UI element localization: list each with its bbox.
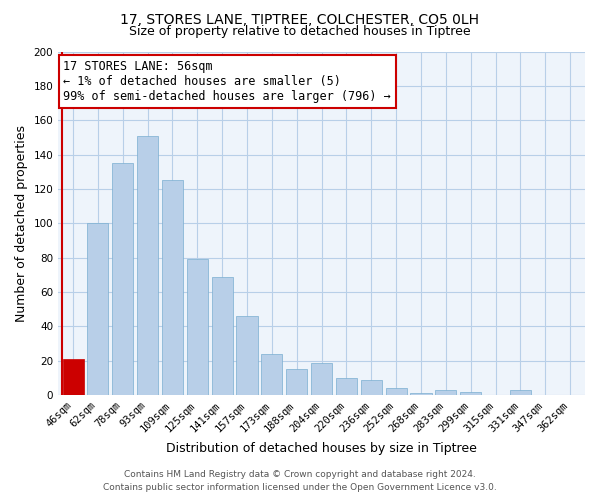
Bar (410, 394, 431, 395)
Bar (236, 316, 257, 395)
Bar (361, 380, 382, 395)
Bar (62, 359, 83, 395)
X-axis label: Distribution of detached houses by size in Tiptree: Distribution of detached houses by size … (166, 442, 477, 455)
Bar (212, 276, 233, 395)
Bar (162, 180, 183, 395)
Bar (386, 388, 407, 395)
Text: 17, STORES LANE, TIPTREE, COLCHESTER, CO5 0LH: 17, STORES LANE, TIPTREE, COLCHESTER, CO… (121, 12, 479, 26)
Bar (137, 136, 158, 395)
Bar (286, 370, 307, 395)
Bar (187, 260, 208, 395)
Text: Size of property relative to detached houses in Tiptree: Size of property relative to detached ho… (129, 25, 471, 38)
Bar (311, 362, 332, 395)
Text: 17 STORES LANE: 56sqm
← 1% of detached houses are smaller (5)
99% of semi-detach: 17 STORES LANE: 56sqm ← 1% of detached h… (64, 60, 391, 103)
Bar (510, 390, 531, 395)
Bar (112, 163, 133, 395)
Bar (88, 224, 109, 395)
Bar (262, 354, 283, 395)
Text: Contains HM Land Registry data © Crown copyright and database right 2024.
Contai: Contains HM Land Registry data © Crown c… (103, 470, 497, 492)
Bar (336, 378, 357, 395)
Y-axis label: Number of detached properties: Number of detached properties (15, 125, 28, 322)
Bar (435, 390, 457, 395)
Bar (460, 392, 481, 395)
